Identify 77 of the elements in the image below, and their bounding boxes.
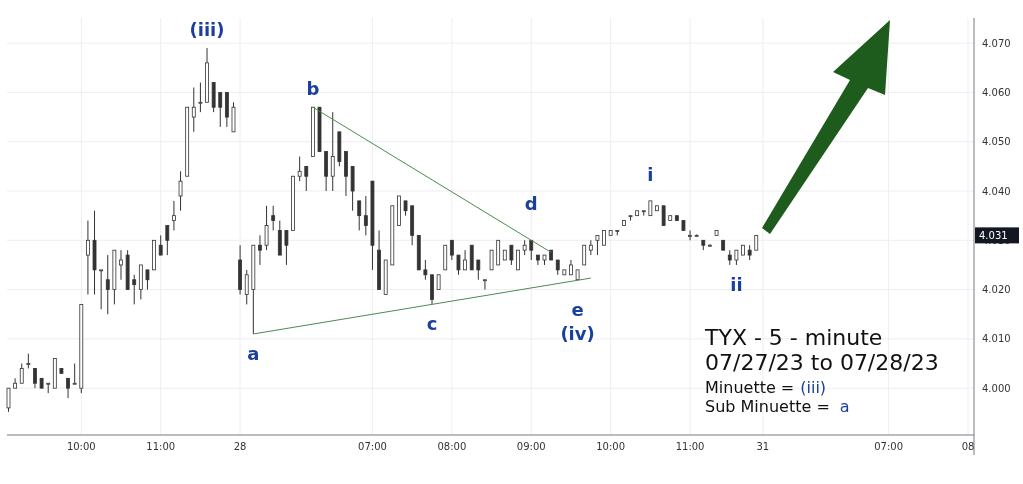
y-tick-label: 4.000: [982, 382, 1011, 394]
candlestick: [99, 269, 104, 310]
annotation: b: [306, 78, 320, 100]
candlestick: [258, 234, 262, 266]
candlestick: [284, 229, 289, 266]
annotation: i: [647, 163, 654, 185]
annotation: ii: [730, 273, 743, 295]
x-tick-label: 28: [233, 441, 247, 452]
annotation: d: [524, 193, 538, 215]
text: 4.031: [979, 229, 1008, 241]
x-tick-label: 11:00: [146, 441, 176, 452]
annotation: Minuette =: [705, 378, 795, 397]
x-tick-label: 11:00: [675, 441, 705, 452]
candlestick: [271, 205, 276, 231]
candlestick: [72, 363, 77, 385]
candlestick: [708, 243, 712, 247]
candlestick: [19, 363, 24, 384]
candlestick: [119, 249, 123, 281]
candlestick: [297, 156, 302, 182]
candlestick: [456, 254, 461, 276]
candlestick: [13, 377, 18, 389]
candlestick: [489, 249, 494, 271]
y-tick-label: 4.060: [982, 86, 1011, 98]
x-tick-label: 08:00: [437, 441, 467, 452]
annotation: c: [426, 313, 438, 335]
candlestick: [483, 279, 487, 291]
annotation: a: [247, 342, 260, 364]
candlestick: [132, 274, 137, 305]
candlestick: [218, 91, 223, 128]
x-tick-label: 31: [756, 441, 770, 452]
candlestick: [357, 200, 362, 231]
candlestick: [661, 205, 666, 227]
annotation: (iii): [189, 19, 225, 41]
candlestick: [172, 200, 176, 231]
candlestick: [66, 377, 70, 399]
candlestick: [178, 170, 183, 212]
x-tick-label: 09:00: [516, 441, 546, 452]
candlestick: [330, 111, 335, 192]
candlestick: [198, 82, 203, 113]
candlestick: [476, 259, 481, 281]
x-tick-label: 07:00: [874, 441, 904, 452]
candlestick: [595, 234, 600, 256]
y-tick-label: 4.010: [982, 333, 1011, 345]
candlestick: [191, 87, 196, 133]
candlestick: [33, 367, 37, 389]
candlestick: [165, 225, 170, 256]
text: TYX - 5 - minute: [704, 325, 883, 350]
x-tick-label: 10:00: [66, 441, 96, 452]
candlestick: [449, 239, 454, 261]
candlestick: [145, 269, 150, 291]
candlestick: [688, 229, 692, 241]
y-tick-label: 4.050: [982, 136, 1011, 148]
candlestick: [509, 244, 514, 266]
x-tick-label: 10:00: [596, 441, 626, 452]
candlestick: [423, 259, 428, 281]
candlestick: [304, 165, 309, 192]
y-tick-label: 4.040: [982, 185, 1011, 197]
x-tick-label: 08: [961, 441, 975, 452]
candlestick: [582, 244, 587, 266]
annotation: (iii): [800, 378, 827, 397]
annotation: Sub Minuette =: [705, 397, 830, 416]
candlestick: [105, 254, 110, 315]
candlestick: [463, 249, 467, 271]
x-tick-label: 07:00: [358, 441, 387, 452]
annotation: e: [571, 298, 584, 320]
annotation: (iv): [560, 322, 595, 344]
candlestick: [264, 205, 269, 251]
y-tick-label: 4.020: [982, 284, 1011, 296]
text: 07/27/23 to 07/28/23: [705, 350, 939, 375]
annotation: a: [839, 397, 850, 416]
candlestick: [86, 220, 90, 296]
candlestick: [244, 269, 249, 305]
candlestick: [363, 195, 368, 236]
candlestick: [516, 249, 520, 271]
y-tick-label: 4.070: [982, 37, 1011, 49]
candlestick: [6, 387, 11, 413]
candlestick: [158, 234, 163, 256]
